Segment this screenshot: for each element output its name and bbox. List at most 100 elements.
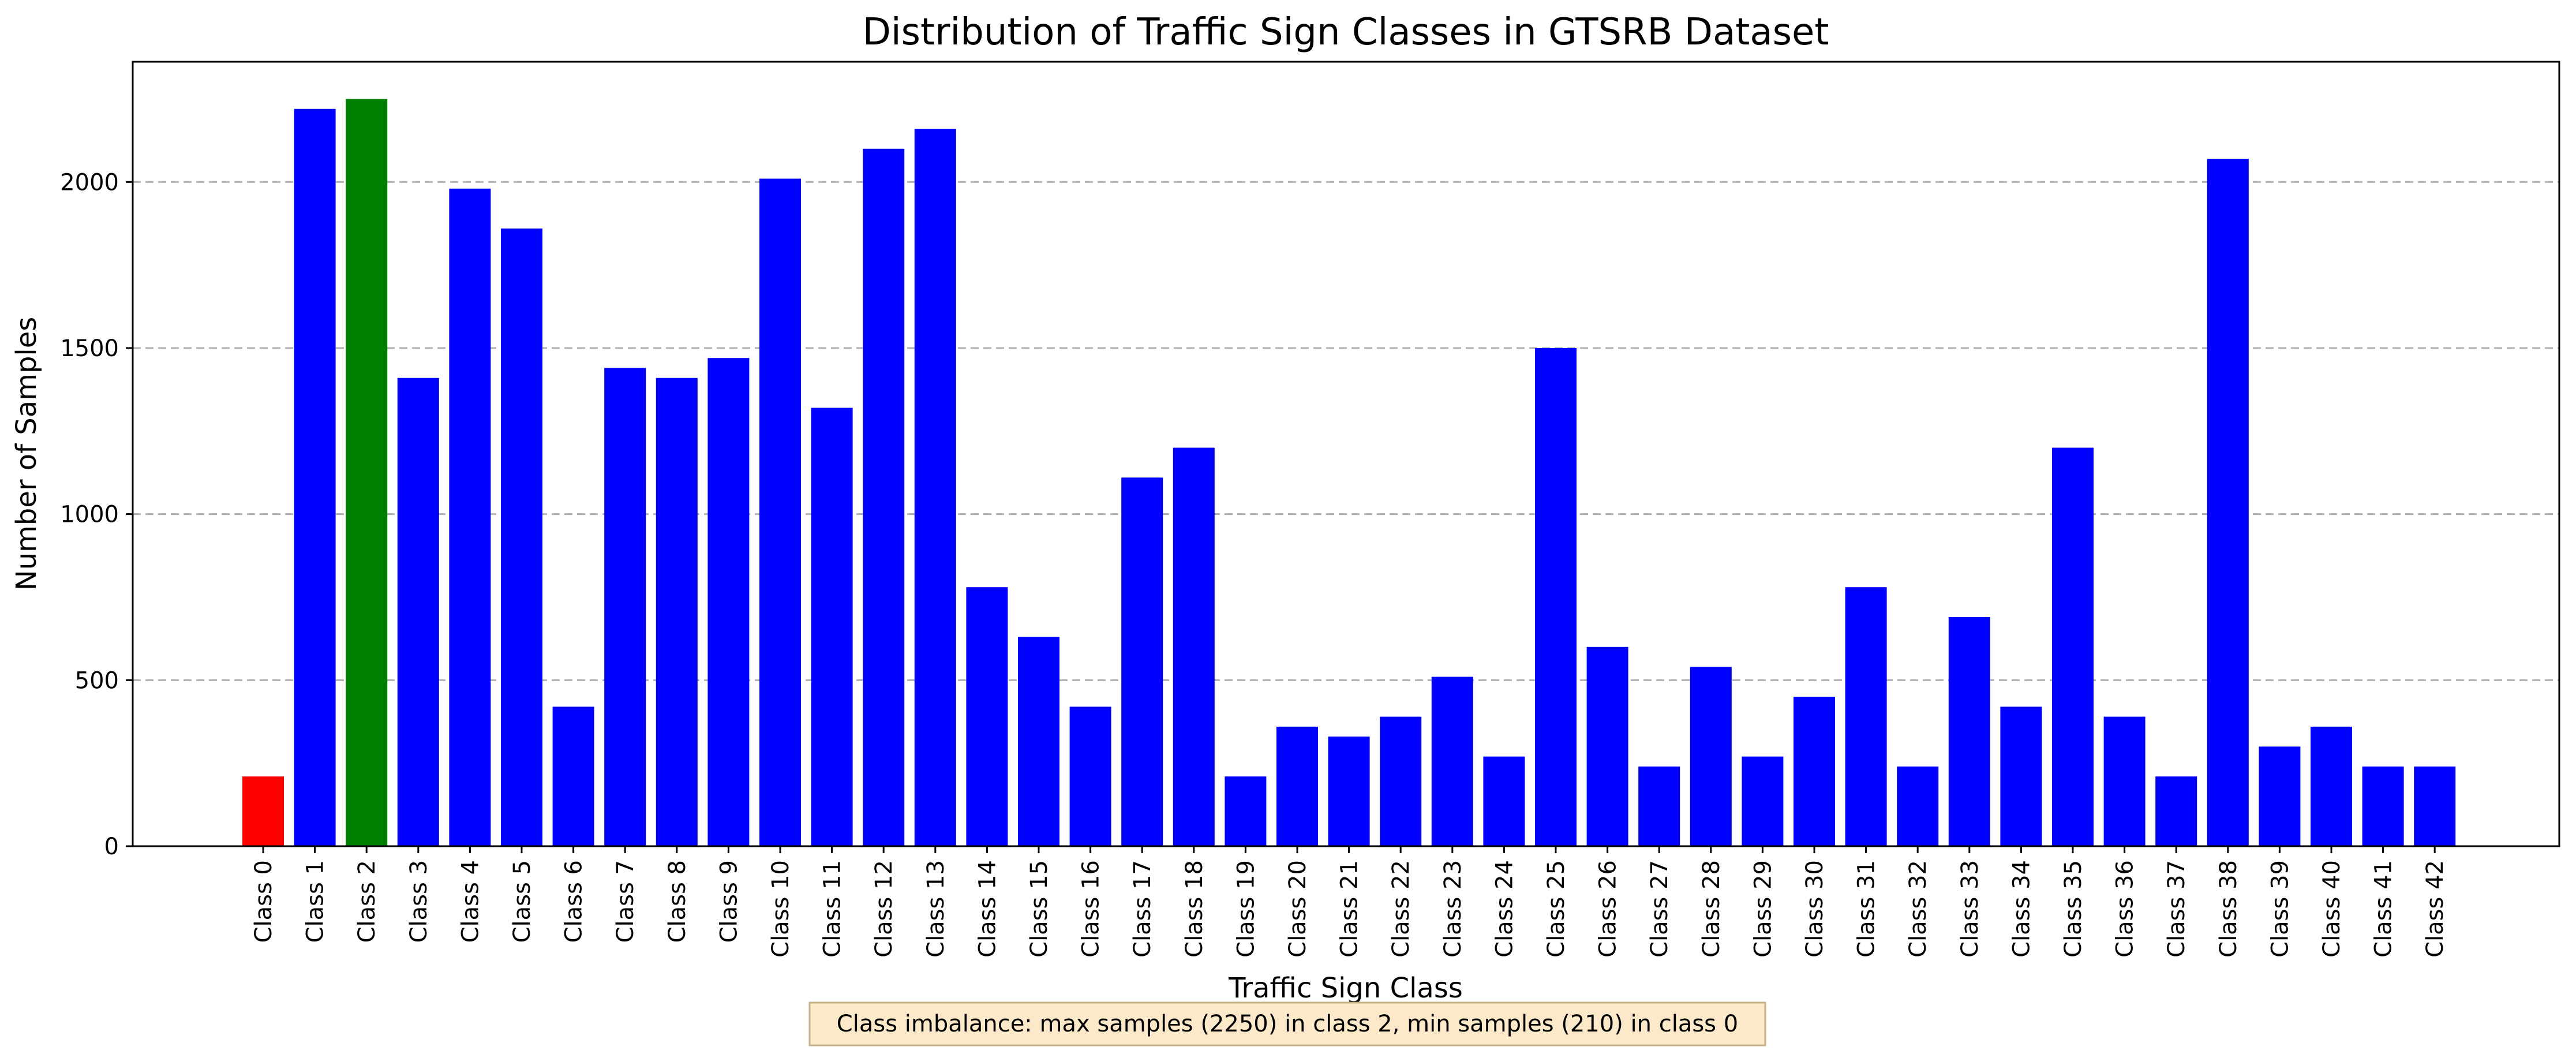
grid-lines: [133, 181, 2559, 681]
bar-class-25: [1535, 347, 1577, 846]
annotation-text: Class imbalance: max samples (2250) in c…: [837, 1011, 1738, 1037]
chart-title: Distribution of Traffic Sign Classes in …: [863, 11, 1829, 54]
bar-class-5: [501, 228, 542, 846]
x-tick-label: Class 20: [1285, 860, 1311, 958]
bar-class-32: [1897, 766, 1939, 846]
y-axis-ticks: 0 500 1000 1500 2000: [60, 169, 133, 860]
y-tick-label: 2000: [60, 169, 119, 196]
bar-class-36: [2103, 716, 2146, 846]
bar-class-40: [2311, 726, 2352, 846]
x-tick-label: Class 35: [2060, 860, 2087, 958]
y-tick-label: 1500: [60, 335, 119, 362]
x-tick-label: Class 7: [612, 860, 639, 943]
bar-class-26: [1586, 646, 1628, 846]
bar-class-35: [2052, 447, 2094, 846]
bar-class-0: [242, 776, 284, 846]
x-tick-label: Class 25: [1543, 860, 1570, 958]
x-tick-label: Class 5: [509, 860, 536, 943]
bar-class-28: [1690, 667, 1732, 846]
bar-class-11: [811, 408, 853, 846]
x-tick-label: Class 3: [406, 860, 432, 943]
bar-class-27: [1638, 766, 1680, 846]
bar-class-29: [1742, 756, 1784, 846]
bar-class-42: [2414, 766, 2456, 846]
x-tick-label: Class 11: [819, 860, 846, 958]
x-tick-label: Class 32: [1905, 860, 1931, 958]
x-tick-label: Class 21: [1336, 860, 1363, 958]
bar-class-21: [1328, 737, 1370, 846]
x-tick-label: Class 27: [1646, 860, 1673, 958]
y-tick-label: 1000: [60, 502, 119, 528]
bars: [242, 99, 2456, 847]
bar-class-34: [2000, 707, 2042, 846]
x-tick-label: Class 16: [1078, 860, 1104, 958]
x-tick-label: Class 29: [1750, 860, 1776, 958]
x-tick-label: Class 28: [1698, 860, 1725, 958]
x-tick-label: Class 10: [767, 860, 794, 958]
x-tick-label: Class 24: [1491, 860, 1518, 958]
x-tick-label: Class 38: [2215, 860, 2242, 958]
x-tick-label: Class 36: [2112, 860, 2139, 958]
x-tick-label: Class 18: [1181, 860, 1208, 958]
bar-class-30: [1794, 697, 1835, 846]
annotation-box: [808, 1001, 1766, 1046]
x-tick-label: Class 23: [1440, 860, 1466, 958]
x-tick-label: Class 37: [2163, 860, 2190, 958]
bar-class-13: [914, 129, 956, 847]
x-tick-label: Class 0: [250, 860, 277, 943]
plot-frame: [132, 61, 2560, 847]
x-tick-label: Class 12: [871, 860, 897, 958]
x-tick-label: Class 1: [302, 860, 329, 943]
x-axis-label: Traffic Sign Class: [1228, 972, 1463, 1004]
bar-class-7: [604, 368, 646, 846]
x-tick-label: Class 30: [1802, 860, 1828, 958]
bar-class-22: [1380, 716, 1422, 846]
y-axis-label: Number of Samples: [10, 317, 43, 591]
bar-class-14: [966, 587, 1008, 846]
x-tick-label: Class 6: [561, 860, 587, 943]
bar-class-16: [1069, 707, 1111, 846]
bar-class-1: [294, 109, 336, 847]
x-tick-label: Class 8: [664, 860, 691, 943]
x-tick-label: Class 40: [2319, 860, 2345, 958]
bar-class-12: [863, 148, 905, 847]
bar-class-24: [1483, 756, 1525, 846]
bar-class-23: [1431, 676, 1473, 846]
x-tick-label: Class 31: [1854, 860, 1880, 958]
x-tick-label: Class 15: [1026, 860, 1053, 958]
x-tick-label: Class 4: [457, 860, 484, 943]
bar-class-19: [1225, 776, 1267, 846]
x-tick-label: Class 22: [1388, 860, 1414, 958]
bar-class-3: [397, 378, 439, 846]
bar-class-31: [1845, 587, 1887, 846]
x-tick-label: Class 14: [974, 860, 1001, 958]
x-tick-label: Class 33: [1957, 860, 1983, 958]
x-tick-label: Class 19: [1233, 860, 1259, 958]
bar-class-9: [707, 358, 750, 846]
bar-class-18: [1173, 447, 1215, 846]
bar-class-20: [1276, 726, 1318, 846]
bar-class-10: [759, 178, 801, 847]
x-tick-label: Class 26: [1595, 860, 1622, 958]
x-tick-label: Class 17: [1129, 860, 1156, 958]
bar-class-41: [2362, 766, 2404, 846]
x-tick-label: Class 13: [923, 860, 949, 958]
bar-class-37: [2155, 776, 2197, 846]
bar-class-6: [552, 707, 594, 846]
x-tick-label: Class 39: [2267, 860, 2293, 958]
y-tick-label: 500: [75, 667, 119, 694]
x-tick-label: Class 2: [354, 860, 380, 943]
x-tick-label: Class 42: [2422, 860, 2448, 958]
bar-class-15: [1018, 637, 1059, 846]
bar-class-4: [449, 188, 491, 846]
bar-class-17: [1121, 477, 1163, 846]
bar-class-8: [656, 378, 698, 846]
x-tick-label: Class 9: [716, 860, 742, 943]
bar-class-39: [2259, 746, 2301, 846]
y-tick-label: 0: [104, 834, 119, 860]
bar-class-33: [1948, 617, 1990, 846]
x-tick-label: Class 34: [2008, 860, 2035, 958]
x-axis-ticks: Class 0 Class 1 Class 2 Class 3 Class 4 Class…: [250, 846, 2448, 958]
bar-class-2: [346, 99, 388, 846]
